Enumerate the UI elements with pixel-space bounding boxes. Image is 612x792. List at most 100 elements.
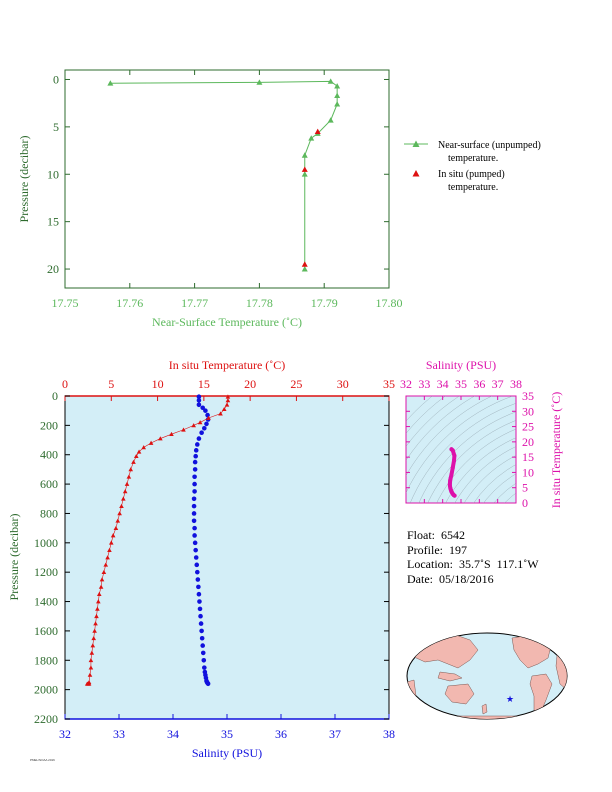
salinity-point bbox=[198, 613, 203, 619]
temperature-point bbox=[103, 562, 109, 567]
temperature-point bbox=[115, 518, 121, 523]
ts-x-tick-label: 33 bbox=[418, 377, 430, 391]
ts-y-tick-label: 20 bbox=[522, 435, 534, 449]
main-x-tick-label: 37 bbox=[329, 727, 341, 741]
ts-y-tick-label: 15 bbox=[522, 450, 534, 464]
ts-right-axis-label: In situ Temperature (˚C) bbox=[549, 392, 563, 509]
temperature-point bbox=[197, 420, 203, 425]
unpumped-point bbox=[308, 135, 315, 141]
unpumped-point bbox=[334, 101, 341, 107]
ts-y-tick-label: 35 bbox=[522, 389, 534, 403]
unpumped-point bbox=[107, 80, 114, 86]
ts-y-tick-label: 5 bbox=[522, 481, 528, 495]
ts-point bbox=[452, 453, 457, 458]
legend-pumped-marker bbox=[412, 170, 420, 177]
salinity-point bbox=[195, 569, 200, 575]
main-x-tick-label: 35 bbox=[221, 727, 233, 741]
ts-x-tick-label: 32 bbox=[400, 377, 412, 391]
salinity-point bbox=[200, 643, 205, 648]
temperature-point bbox=[89, 650, 95, 655]
unpumped-line bbox=[110, 80, 338, 270]
main-y-tick-label: 800 bbox=[40, 506, 58, 520]
main-y-tick-label: 1800 bbox=[34, 653, 58, 667]
main-bottom-axis-label: Salinity (PSU) bbox=[192, 746, 262, 760]
temperature-point bbox=[121, 496, 126, 501]
unpumped-point bbox=[301, 171, 308, 177]
ts-x-tick-label: 38 bbox=[510, 377, 522, 391]
ts-x-tick-label: 37 bbox=[492, 377, 504, 391]
temperature-point bbox=[136, 449, 142, 454]
salinity-point bbox=[192, 489, 197, 494]
temperature-point bbox=[191, 423, 196, 428]
salinity-point bbox=[193, 448, 199, 453]
salinity-point bbox=[191, 496, 197, 502]
salinity-point bbox=[193, 547, 198, 553]
profile-date: Date: 05/18/2016 bbox=[407, 571, 494, 586]
main-y-tick-label: 200 bbox=[40, 418, 58, 432]
top-x-tick-label: 17.75 bbox=[52, 296, 79, 310]
main-x-tick-label: 38 bbox=[383, 727, 395, 741]
salinity-point bbox=[192, 467, 198, 472]
main-x-tick-label: 33 bbox=[113, 727, 125, 741]
top-y-tick-label: 0 bbox=[53, 72, 59, 86]
top-x-tick-label: 17.78 bbox=[246, 296, 273, 310]
density-contour bbox=[564, 561, 588, 585]
top-x-tick-label: 17.80 bbox=[376, 296, 403, 310]
top-x-tick-label: 17.79 bbox=[311, 296, 338, 310]
profile-number: Profile: 197 bbox=[407, 542, 467, 557]
temperature-point bbox=[107, 547, 112, 552]
temperature-point bbox=[96, 599, 101, 604]
temperature-point bbox=[141, 445, 146, 450]
unpumped-point bbox=[301, 152, 308, 158]
salinity-point bbox=[193, 453, 198, 459]
float-location: Location: 35.7˚S 117.1˚W bbox=[407, 557, 539, 571]
legend-pumped-label: In situ (pumped) temperature. bbox=[438, 169, 505, 193]
main-x2-tick-label: 20 bbox=[244, 377, 256, 391]
density-contour bbox=[556, 553, 596, 593]
main-y-tick-label: 1000 bbox=[34, 536, 58, 550]
salinity-point bbox=[205, 681, 211, 687]
ts-point bbox=[452, 458, 457, 463]
temperature-point bbox=[93, 621, 98, 626]
footer-credit: PMEL/NOAA 2016 bbox=[30, 758, 55, 762]
top-y-tick-label: 10 bbox=[47, 167, 59, 181]
pumped-point bbox=[301, 261, 308, 267]
ts-y-tick-label: 30 bbox=[522, 404, 534, 418]
salinity-point bbox=[202, 426, 207, 431]
salinity-point bbox=[191, 511, 197, 516]
temperature-point bbox=[218, 411, 223, 416]
legend-unpumped-marker bbox=[412, 140, 420, 147]
ts-y-tick-label: 0 bbox=[522, 496, 528, 510]
temperature-point bbox=[119, 503, 124, 508]
pumped-point bbox=[301, 166, 308, 172]
salinity-point bbox=[203, 408, 208, 413]
temperature-point bbox=[94, 613, 99, 619]
main-y-tick-label: 1200 bbox=[34, 565, 58, 579]
unpumped-point bbox=[327, 117, 334, 123]
temperature-point bbox=[126, 474, 132, 479]
salinity-point bbox=[191, 503, 197, 509]
temperature-point bbox=[101, 569, 107, 575]
ts-x-tick-label: 36 bbox=[473, 377, 485, 391]
main-x-tick-label: 36 bbox=[275, 727, 287, 741]
ts-top-axis-label: Salinity (PSU) bbox=[426, 358, 496, 372]
unpumped-point bbox=[256, 79, 263, 85]
salinity-point bbox=[199, 635, 205, 641]
main-x2-tick-label: 35 bbox=[383, 377, 395, 391]
float-id: Float: 6542 bbox=[407, 528, 466, 542]
temperature-point bbox=[133, 453, 139, 459]
temperature-point bbox=[122, 489, 128, 494]
legend-unpumped-label: Near-surface (unpumped) temperature. bbox=[438, 140, 541, 164]
salinity-point bbox=[192, 533, 197, 538]
temperature-point bbox=[98, 584, 104, 589]
salinity-point bbox=[198, 621, 204, 626]
float-info: Float: 6542 Profile: 197 Location: 35.7˚… bbox=[407, 528, 539, 586]
salinity-point bbox=[199, 430, 204, 436]
temperature-point bbox=[225, 398, 231, 403]
salinity-point bbox=[197, 606, 203, 612]
density-contour bbox=[540, 537, 612, 609]
temperature-point bbox=[148, 440, 154, 445]
temperature-point bbox=[91, 635, 96, 641]
temperature-point bbox=[131, 459, 136, 464]
